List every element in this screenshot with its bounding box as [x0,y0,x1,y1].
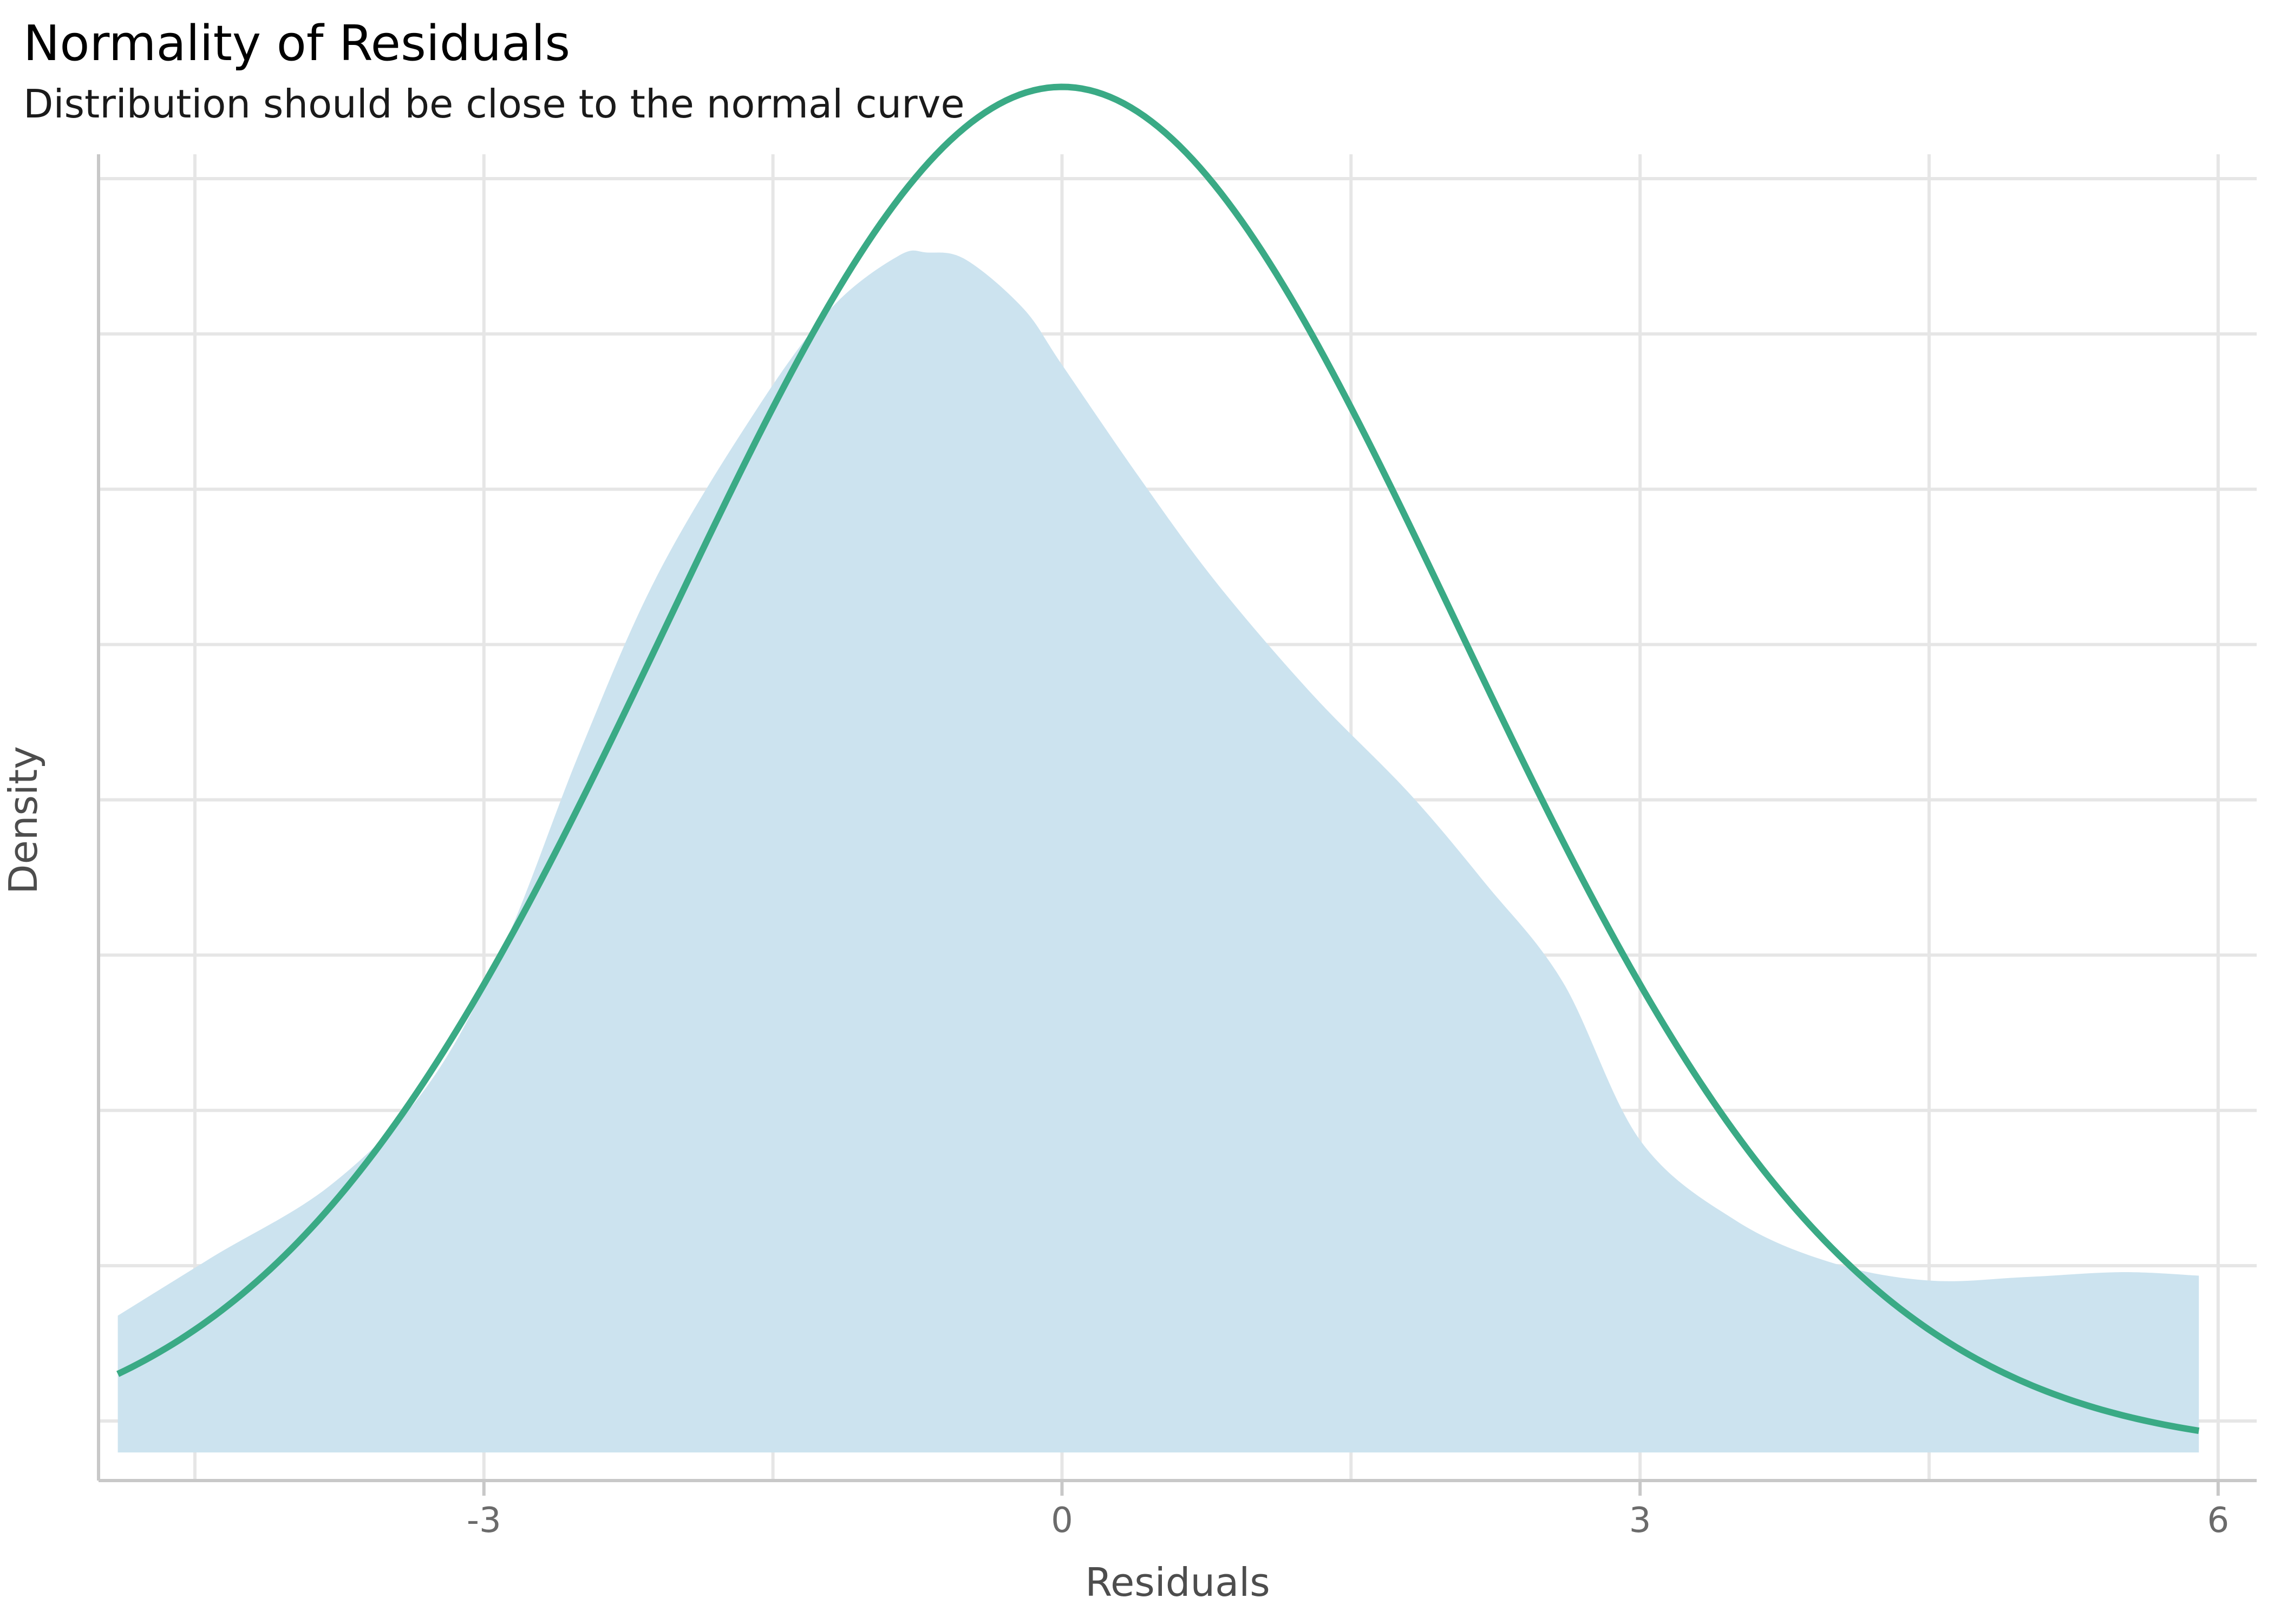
x-axis-ticks: -3 0 3 6 [467,1481,2229,1541]
x-tick-label: 6 [2207,1501,2229,1541]
normal-reference-curve [116,83,2200,1434]
residual-density-area [117,250,2199,1453]
chart-title: Normality of Residuals [23,15,571,72]
x-tick-label: -3 [467,1501,501,1541]
x-tick-label: 3 [1629,1501,1651,1541]
x-axis-label: Residuals [1085,1560,1270,1605]
y-axis-label: Density [1,746,46,894]
chart-subtitle: Distribution should be close to the norm… [23,81,965,127]
x-tick-label: 0 [1051,1501,1073,1541]
